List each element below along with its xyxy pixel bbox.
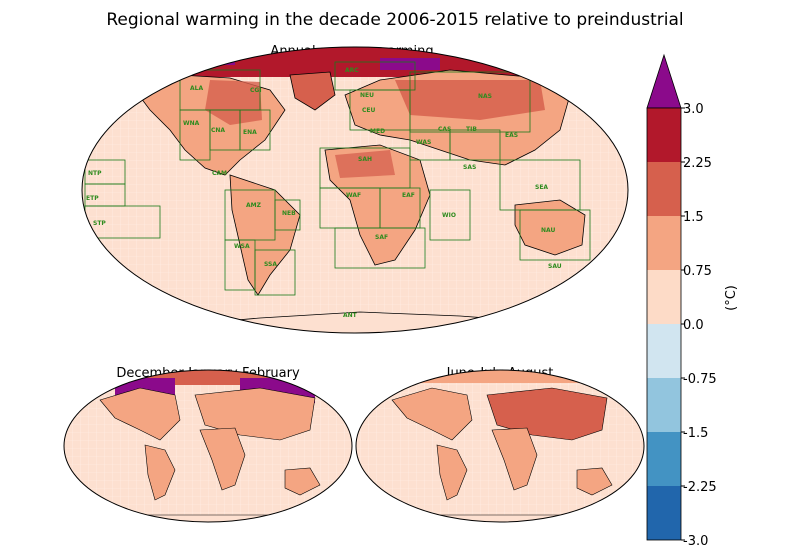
region-label: WNA — [183, 120, 200, 127]
colorbar-block — [647, 270, 681, 324]
colorbar-tick-label: 0.75 — [683, 264, 712, 279]
colorbar-block — [647, 378, 681, 432]
colorbar: 3.0 2.25 1.5 0.75 0.0 -0.75 -1.5 -2.25 -3.0 (°C) — [646, 53, 739, 549]
region-label: SSA — [264, 261, 277, 268]
region-label: CGI — [250, 87, 262, 94]
region-label: CEU — [362, 107, 376, 114]
colorbar-block — [647, 432, 681, 486]
map-djf-border — [63, 369, 353, 523]
region-label: ARC — [345, 67, 359, 74]
greenland — [289, 71, 336, 111]
map-annual-border — [81, 46, 629, 334]
arctic-band — [82, 47, 628, 77]
region-outlines — [84, 61, 591, 296]
colorbar-block — [647, 486, 681, 540]
region-label: SAH — [358, 156, 372, 163]
figure-title: Regional warming in the decade 2006-2015… — [106, 10, 683, 30]
colorbar-tick-label: -2.25 — [683, 480, 717, 495]
colorbar-label: (°C) — [724, 285, 739, 311]
region-label: AMZ — [246, 202, 262, 209]
region-label: SEA — [535, 184, 548, 191]
colorbar-tick-label: 2.25 — [683, 156, 712, 171]
region-label: TIB — [466, 126, 477, 133]
region-label: NTP — [88, 170, 102, 177]
arctic-extreme — [380, 58, 440, 70]
region-label: NEU — [360, 92, 374, 99]
region-label: WAS — [416, 139, 431, 146]
colorbar-block — [647, 216, 681, 270]
region-label: SAU — [548, 263, 562, 270]
colorbar-tick-label: 1.5 — [683, 210, 704, 225]
region-label: EAS — [505, 132, 518, 139]
region-label: SAF — [375, 234, 388, 241]
colorbar-tick-label: -1.5 — [683, 426, 708, 441]
south-america — [229, 174, 301, 296]
region-label: WIO — [442, 212, 456, 219]
region-label: CNA — [211, 127, 225, 134]
colorbar-tick-label: -0.75 — [683, 372, 717, 387]
region-labels: ARC ALA NEU NAS CGI WNA CNA ENA CEU CAS … — [86, 67, 562, 319]
colorbar-block — [647, 162, 681, 216]
map-jja — [356, 370, 644, 522]
map-jja-border — [355, 369, 645, 523]
region-label: MED — [370, 128, 385, 135]
map-djf — [64, 370, 352, 522]
region-label: ALA — [190, 85, 203, 92]
region-label: WSA — [234, 243, 250, 250]
colorbar-over-triangle — [646, 53, 682, 109]
colorbar-block — [647, 324, 681, 378]
region-label: SAS — [463, 164, 476, 171]
region-label: NAU — [541, 227, 555, 234]
region-label: CAS — [438, 126, 451, 133]
region-label: CAM — [212, 170, 227, 177]
region-label: ANT — [343, 312, 358, 319]
region-label: WAF — [346, 192, 361, 199]
colorbar-tick-label: -3.0 — [683, 534, 708, 549]
region-label: NAS — [478, 93, 492, 100]
colorbar-tick-label: 0.0 — [683, 318, 704, 333]
region-label: STP — [93, 220, 106, 227]
australia — [514, 199, 586, 256]
colorbar-block — [647, 108, 681, 162]
region-label: NEB — [282, 210, 296, 217]
region-label: ENA — [243, 129, 257, 136]
region-label: EAF — [402, 192, 415, 199]
colorbar-tick-label: 3.0 — [683, 102, 704, 117]
region-label: ETP — [86, 195, 99, 202]
